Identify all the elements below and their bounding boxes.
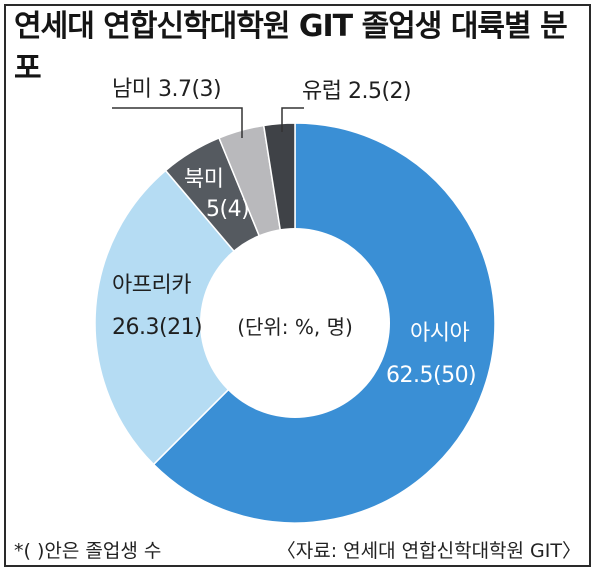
label-asia-name: 아시아 bbox=[410, 321, 470, 346]
source-note: 〈자료: 연세대 연합신학대학원 GIT〉 bbox=[276, 540, 581, 562]
label-asia-value: 62.5(50) bbox=[386, 363, 477, 388]
label-europe: 유럽 2.5(2) bbox=[302, 79, 412, 104]
center-unit-label: (단위: %, 명) bbox=[237, 314, 353, 339]
label-africa-name: 아프리카 bbox=[112, 273, 191, 298]
label-north-america-value: 5(4) bbox=[206, 197, 250, 222]
slice-1 bbox=[94, 169, 297, 466]
label-north-america-name: 북미 bbox=[184, 167, 224, 192]
leader-south-america bbox=[112, 107, 243, 138]
chart-title: 연세대 연합신학대학원 GIT 졸업생 대륙별 분포 bbox=[14, 9, 568, 86]
label-africa-value: 26.3(21) bbox=[112, 315, 203, 340]
footnote: *( )안은 졸업생 수 bbox=[14, 540, 162, 562]
leader-europe bbox=[281, 107, 304, 132]
label-south-america: 남미 3.7(3) bbox=[112, 77, 222, 102]
donut-hole bbox=[200, 228, 390, 418]
